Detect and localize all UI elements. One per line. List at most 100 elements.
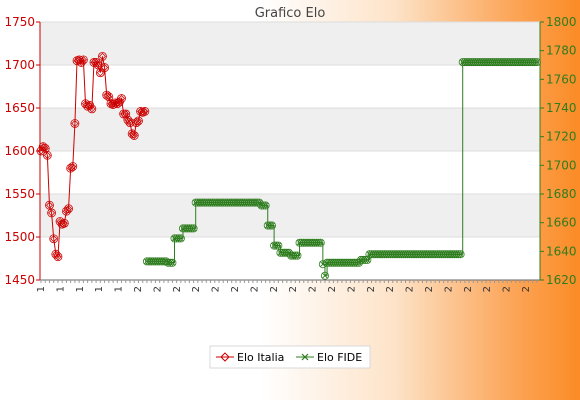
x-tick-label: 2 bbox=[172, 286, 183, 292]
point-elo-fide bbox=[376, 250, 385, 259]
point-elo-fide bbox=[475, 58, 484, 67]
marker-elo-fide bbox=[508, 59, 515, 65]
point-elo-fide bbox=[306, 238, 315, 247]
marker-elo-fide bbox=[273, 242, 280, 249]
point-elo-fide bbox=[170, 234, 179, 243]
point-elo-italia bbox=[131, 118, 141, 128]
marker-elo-fide bbox=[534, 59, 540, 65]
point-elo-italia bbox=[64, 204, 73, 214]
point-elo-fide bbox=[494, 58, 503, 67]
x-tick-label: 2 bbox=[443, 286, 454, 292]
point-elo-italia bbox=[38, 142, 48, 152]
marker-elo-fide bbox=[309, 239, 316, 246]
marker-elo-italia bbox=[105, 93, 113, 101]
marker-elo-fide bbox=[197, 199, 203, 206]
marker-elo-italia bbox=[71, 119, 79, 128]
point-elo-fide bbox=[153, 257, 162, 266]
point-elo-fide bbox=[401, 250, 410, 259]
marker-elo-fide bbox=[430, 251, 436, 258]
point-elo-fide bbox=[164, 258, 173, 267]
x-tick-label: 2 bbox=[133, 286, 144, 292]
marker-elo-fide bbox=[358, 257, 364, 263]
point-elo-fide bbox=[414, 250, 423, 259]
point-elo-fide bbox=[526, 58, 535, 67]
marker-elo-italia bbox=[62, 207, 70, 215]
point-elo-fide bbox=[409, 250, 418, 259]
marker-elo-fide bbox=[485, 59, 491, 65]
point-elo-fide bbox=[511, 58, 520, 67]
point-elo-italia bbox=[117, 94, 126, 103]
point-elo-fide bbox=[498, 58, 507, 67]
point-elo-fide bbox=[244, 198, 253, 207]
point-elo-fide bbox=[382, 250, 391, 259]
marker-elo-italia bbox=[94, 61, 102, 69]
point-elo-fide bbox=[388, 250, 397, 259]
point-elo-fide bbox=[159, 257, 168, 266]
marker-elo-fide bbox=[387, 251, 394, 258]
point-elo-fide bbox=[416, 250, 425, 259]
band bbox=[40, 22, 540, 65]
marker-elo-fide bbox=[222, 199, 229, 206]
point-elo-fide bbox=[399, 250, 408, 259]
point-elo-fide bbox=[386, 250, 395, 259]
marker-elo-fide bbox=[455, 251, 462, 258]
marker-elo-fide bbox=[336, 259, 343, 266]
marker-elo-fide bbox=[406, 251, 413, 258]
point-elo-fide bbox=[229, 198, 238, 207]
point-elo-italia bbox=[42, 150, 52, 160]
marker-elo-fide bbox=[288, 252, 294, 259]
marker-elo-italia bbox=[117, 94, 126, 103]
marker-elo-fide bbox=[175, 235, 182, 242]
point-elo-fide bbox=[460, 58, 469, 67]
marker-elo-fide bbox=[294, 252, 301, 259]
marker-elo-fide bbox=[190, 225, 197, 232]
point-elo-fide bbox=[142, 257, 151, 266]
marker-elo-fide bbox=[529, 59, 536, 65]
marker-elo-fide bbox=[326, 259, 333, 266]
point-elo-italia bbox=[108, 100, 118, 109]
marker-elo-fide bbox=[468, 59, 475, 65]
marker-elo-italia bbox=[134, 117, 143, 125]
point-elo-fide bbox=[520, 58, 529, 67]
point-elo-fide bbox=[522, 58, 531, 67]
marker-elo-fide bbox=[523, 59, 530, 65]
x-tick-label: 2 bbox=[308, 286, 319, 292]
marker-elo-fide bbox=[262, 202, 269, 209]
marker-elo-fide bbox=[243, 199, 250, 206]
point-elo-italia bbox=[70, 119, 80, 128]
marker-elo-fide bbox=[341, 259, 347, 266]
point-elo-fide bbox=[293, 251, 302, 260]
marker-elo-fide bbox=[489, 59, 496, 65]
point-elo-fide bbox=[200, 198, 209, 207]
marker-elo-fide bbox=[428, 251, 434, 258]
marker-elo-fide bbox=[432, 251, 438, 258]
marker-elo-fide bbox=[351, 259, 358, 266]
point-elo-fide bbox=[176, 234, 185, 243]
marker-elo-fide bbox=[150, 258, 157, 265]
point-elo-fide bbox=[231, 198, 240, 207]
marker-elo-fide bbox=[184, 225, 191, 232]
marker-elo-fide bbox=[252, 199, 258, 206]
series-elo-italia bbox=[36, 52, 150, 262]
marker-elo-fide bbox=[311, 239, 318, 246]
legend-label-fide: Elo FIDE bbox=[317, 351, 362, 364]
point-elo-fide bbox=[431, 250, 440, 259]
marker-elo-fide bbox=[258, 202, 265, 209]
legend-marker-italia bbox=[220, 352, 230, 362]
marker-elo-fide bbox=[512, 59, 519, 65]
x-tick-label: 2 bbox=[211, 286, 222, 292]
x-tick-label: 2 bbox=[269, 286, 280, 292]
point-elo-fide bbox=[342, 258, 351, 267]
marker-elo-fide bbox=[392, 251, 398, 258]
point-elo-fide bbox=[257, 201, 266, 210]
marker-elo-fide bbox=[423, 251, 430, 258]
point-elo-fide bbox=[479, 58, 488, 67]
x-tick-label: 2 bbox=[463, 286, 474, 292]
point-elo-fide bbox=[365, 250, 374, 259]
marker-elo-fide bbox=[317, 239, 324, 246]
x-tick-label: 1 bbox=[55, 286, 66, 292]
marker-elo-fide bbox=[264, 222, 271, 229]
point-elo-fide bbox=[346, 258, 355, 267]
point-elo-fide bbox=[433, 250, 442, 259]
x-tick-label: 2 bbox=[152, 286, 163, 292]
